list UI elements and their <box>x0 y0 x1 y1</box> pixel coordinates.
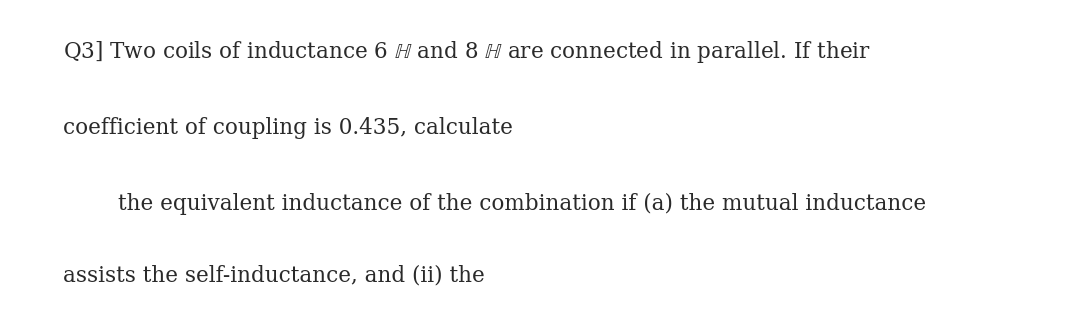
Text: the equivalent inductance of the combination if (a) the mutual inductance: the equivalent inductance of the combina… <box>63 192 926 215</box>
Text: coefficient of coupling is 0.435, calculate: coefficient of coupling is 0.435, calcul… <box>63 117 513 139</box>
Text: assists the self-inductance, and (ii) the: assists the self-inductance, and (ii) th… <box>63 265 485 287</box>
Text: Q3] Two coils of inductance 6 $\mathbb{H}$ and 8 $\mathbb{H}$ are connected in p: Q3] Two coils of inductance 6 $\mathbb{H… <box>63 39 870 65</box>
